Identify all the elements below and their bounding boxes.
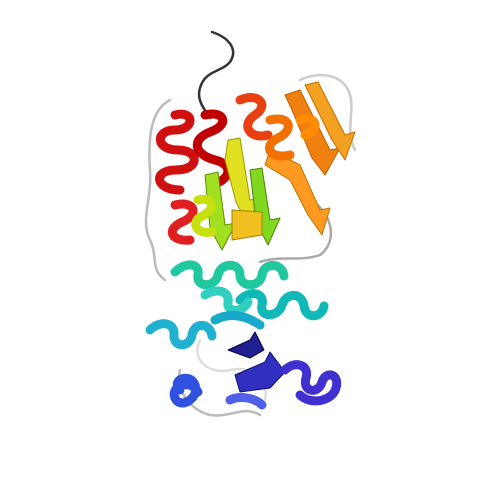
helix	[167, 199, 198, 245]
n-terminal-coil	[197, 30, 235, 120]
helix	[235, 289, 329, 321]
helix	[235, 93, 273, 141]
teal-helices	[145, 260, 329, 350]
helix	[169, 373, 203, 408]
coil	[298, 73, 357, 152]
central-sheet	[191, 137, 281, 251]
strand	[231, 209, 263, 241]
red-helices	[155, 93, 273, 245]
helix	[191, 194, 217, 237]
strand	[304, 81, 356, 161]
helix	[200, 286, 253, 315]
helix	[295, 114, 320, 140]
blue-domain	[169, 331, 342, 410]
helix	[170, 260, 289, 290]
strand	[227, 331, 265, 359]
helix	[155, 109, 199, 195]
coil	[144, 98, 172, 282]
helix	[145, 319, 217, 350]
orange-region	[264, 81, 356, 236]
helix	[280, 360, 342, 406]
helix	[193, 109, 233, 190]
helix	[210, 310, 265, 330]
helix	[225, 393, 267, 410]
helix	[265, 114, 295, 161]
strand	[264, 149, 331, 236]
